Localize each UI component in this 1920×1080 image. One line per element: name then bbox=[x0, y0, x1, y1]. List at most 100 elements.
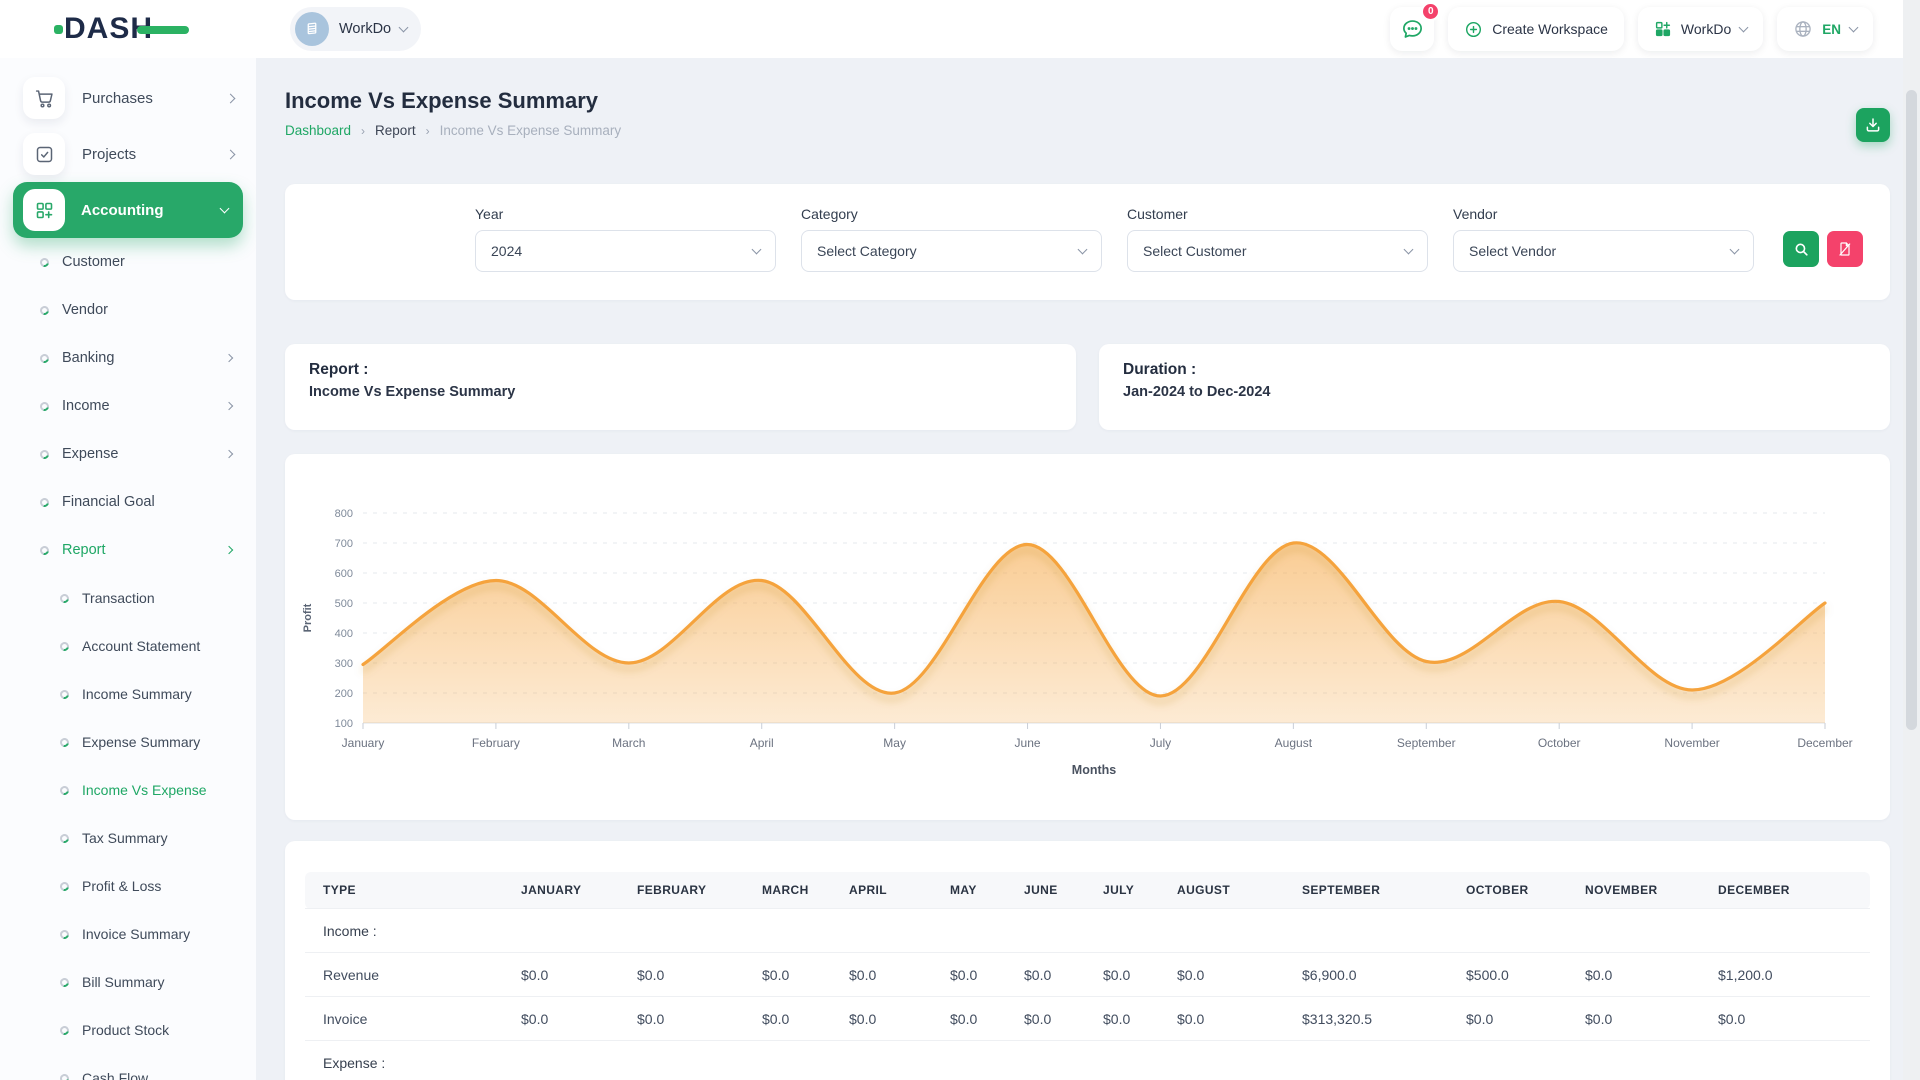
sidebar-item-accounting[interactable]: Accounting bbox=[13, 182, 243, 238]
sidebar-item-income-summary[interactable]: Income Summary bbox=[0, 670, 256, 718]
main-content: Income Vs Expense Summary Dashboard › Re… bbox=[256, 58, 1903, 1080]
bullet-icon bbox=[38, 256, 50, 268]
vendor-select[interactable]: Select Vendor bbox=[1453, 230, 1754, 272]
page-scrollbar[interactable] bbox=[1903, 0, 1920, 1080]
year-label: Year bbox=[475, 206, 776, 222]
sidebar-item-label: Product Stock bbox=[82, 1022, 232, 1038]
sidebar-item-purchases[interactable]: Purchases bbox=[0, 70, 256, 126]
grid-plus-icon bbox=[23, 189, 65, 231]
sidebar-item-cash-flow[interactable]: Cash Flow bbox=[0, 1054, 256, 1080]
table-group-row-expense: Expense : bbox=[305, 1041, 1870, 1080]
duration-info-value: Jan-2024 to Dec-2024 bbox=[1123, 384, 1866, 400]
category-select[interactable]: Select Category bbox=[801, 230, 1102, 272]
x-tick-label: April bbox=[750, 736, 774, 750]
column-header-june: JUNE bbox=[1006, 872, 1085, 909]
cell-value: $0.0 bbox=[1448, 997, 1567, 1041]
sidebar-item-income-vs-expense[interactable]: Income Vs Expense bbox=[0, 766, 256, 814]
workdo-menu-button[interactable]: WorkDo bbox=[1638, 7, 1763, 51]
table-group-row-income: Income : bbox=[305, 909, 1870, 953]
chevron-down-icon bbox=[1849, 22, 1859, 32]
sidebar-item-label: Cash Flow bbox=[82, 1070, 232, 1080]
building-icon bbox=[303, 20, 321, 38]
bullet-icon bbox=[38, 448, 50, 460]
cell-value: $0.0 bbox=[1085, 997, 1159, 1041]
cell-value: $0.0 bbox=[1567, 953, 1700, 997]
chevron-down-icon bbox=[220, 203, 230, 213]
sidebar-item-income[interactable]: Income bbox=[0, 382, 256, 430]
sidebar-item-customer[interactable]: Customer bbox=[0, 238, 256, 286]
sidebar-item-invoice-summary[interactable]: Invoice Summary bbox=[0, 910, 256, 958]
page-title: Income Vs Expense Summary bbox=[285, 88, 1890, 114]
sidebar-item-vendor[interactable]: Vendor bbox=[0, 286, 256, 334]
year-field: Year 2024 bbox=[475, 206, 776, 300]
bullet-icon bbox=[58, 976, 70, 988]
workspace-switcher[interactable]: WorkDo bbox=[290, 7, 421, 51]
messages-count-badge: 0 bbox=[1421, 2, 1440, 21]
sidebar-item-transaction[interactable]: Transaction bbox=[0, 574, 256, 622]
cell-value: $0.0 bbox=[1159, 997, 1284, 1041]
language-code: EN bbox=[1822, 22, 1841, 37]
column-header-january: JANUARY bbox=[503, 872, 619, 909]
scrollbar-thumb[interactable] bbox=[1906, 90, 1917, 730]
svg-text:800: 800 bbox=[335, 508, 353, 520]
column-header-august: AUGUST bbox=[1159, 872, 1284, 909]
sidebar-item-expense[interactable]: Expense bbox=[0, 430, 256, 478]
sidebar-item-projects[interactable]: Projects bbox=[0, 126, 256, 182]
create-workspace-label: Create Workspace bbox=[1492, 21, 1608, 37]
breadcrumb-report[interactable]: Report bbox=[375, 123, 416, 138]
column-header-march: MARCH bbox=[744, 872, 831, 909]
category-field: Category Select Category bbox=[801, 206, 1102, 300]
x-tick-label: January bbox=[342, 736, 385, 750]
apply-filter-button[interactable] bbox=[1783, 231, 1819, 267]
cell-value: $0.0 bbox=[831, 997, 932, 1041]
bullet-icon bbox=[58, 736, 70, 748]
create-workspace-button[interactable]: Create Workspace bbox=[1448, 7, 1624, 51]
language-selector[interactable]: EN bbox=[1777, 7, 1873, 51]
sidebar-item-financial-goal[interactable]: Financial Goal bbox=[0, 478, 256, 526]
bullet-icon bbox=[58, 1024, 70, 1036]
table-header-row: TYPEJANUARYFEBRUARYMARCHAPRILMAYJUNEJULY… bbox=[305, 872, 1870, 909]
svg-text:600: 600 bbox=[335, 568, 353, 580]
breadcrumb-current: Income Vs Expense Summary bbox=[440, 123, 622, 138]
breadcrumb-dashboard[interactable]: Dashboard bbox=[285, 123, 351, 138]
sidebar-item-label: Income Summary bbox=[82, 686, 232, 702]
filter-actions bbox=[1783, 231, 1863, 300]
sidebar-item-tax-summary[interactable]: Tax Summary bbox=[0, 814, 256, 862]
reset-filter-button[interactable] bbox=[1827, 231, 1863, 267]
sidebar-item-label: Profit & Loss bbox=[82, 878, 232, 894]
summary-table-card: TYPEJANUARYFEBRUARYMARCHAPRILMAYJUNEJULY… bbox=[285, 841, 1890, 1080]
column-header-february: FEBRUARY bbox=[619, 872, 744, 909]
customer-label: Customer bbox=[1127, 206, 1428, 222]
bullet-icon bbox=[58, 880, 70, 892]
x-tick-label: October bbox=[1538, 736, 1581, 750]
cell-value: $0.0 bbox=[744, 953, 831, 997]
cell-value: $0.0 bbox=[619, 953, 744, 997]
reset-filter-icon bbox=[1837, 241, 1853, 257]
plus-circle-icon bbox=[1464, 20, 1483, 39]
cell-value: $0.0 bbox=[1567, 997, 1700, 1041]
download-report-button[interactable] bbox=[1856, 108, 1890, 142]
year-select[interactable]: 2024 bbox=[475, 230, 776, 272]
sidebar-item-report[interactable]: Report bbox=[0, 526, 256, 574]
sidebar-item-account-statement[interactable]: Account Statement bbox=[0, 622, 256, 670]
filters-card: Year 2024 Category Select Category Custo… bbox=[285, 184, 1890, 300]
cell-value: $0.0 bbox=[831, 953, 932, 997]
logo-text: DASH bbox=[64, 12, 153, 46]
sidebar: PurchasesProjectsAccountingCustomerVendo… bbox=[0, 58, 256, 1080]
sidebar-item-bill-summary[interactable]: Bill Summary bbox=[0, 958, 256, 1006]
globe-icon bbox=[1793, 19, 1813, 39]
cell-value: $0.0 bbox=[932, 953, 1006, 997]
messages-button[interactable]: 0 bbox=[1390, 7, 1434, 51]
cell-value: $0.0 bbox=[1159, 953, 1284, 997]
sidebar-item-banking[interactable]: Banking bbox=[0, 334, 256, 382]
breadcrumb-separator: › bbox=[361, 124, 365, 138]
cell-value: $0.0 bbox=[744, 997, 831, 1041]
sidebar-item-product-stock[interactable]: Product Stock bbox=[0, 1006, 256, 1054]
column-header-november: NOVEMBER bbox=[1567, 872, 1700, 909]
sidebar-item-profit-loss[interactable]: Profit & Loss bbox=[0, 862, 256, 910]
sidebar-item-expense-summary[interactable]: Expense Summary bbox=[0, 718, 256, 766]
cell-value: $0.0 bbox=[619, 997, 744, 1041]
column-header-july: JULY bbox=[1085, 872, 1159, 909]
duration-info-title: Duration : bbox=[1123, 361, 1866, 379]
customer-select[interactable]: Select Customer bbox=[1127, 230, 1428, 272]
